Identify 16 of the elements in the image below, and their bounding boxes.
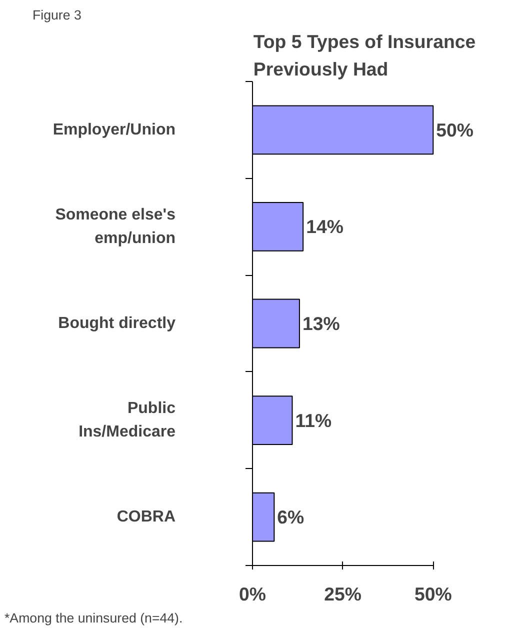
y-tick-label: Public Ins/Medicare [78, 400, 176, 441]
y-tick-label: Bought directly [58, 315, 176, 332]
y-tick-label: COBRA [116, 508, 176, 526]
data-label: 50% [436, 119, 474, 140]
text: *Among the uninsured (n=44). [4, 610, 183, 626]
x-tick-label: 50% [414, 584, 452, 604]
data-label: 11% [295, 410, 332, 431]
data-label: 13% [302, 313, 340, 334]
chart-title: Top 5 Types of Insurance Previously Had [253, 31, 476, 80]
y-tick-label: Someone else's emp/union [55, 206, 176, 248]
data-label: 14% [306, 216, 344, 238]
y-tick-label: Employer/Union [52, 121, 176, 138]
caption: Figure 3 [32, 8, 82, 22]
data-label: 6% [277, 506, 305, 528]
x-tick-label: 0% [239, 584, 266, 604]
x-tick-label: 25% [324, 584, 362, 604]
